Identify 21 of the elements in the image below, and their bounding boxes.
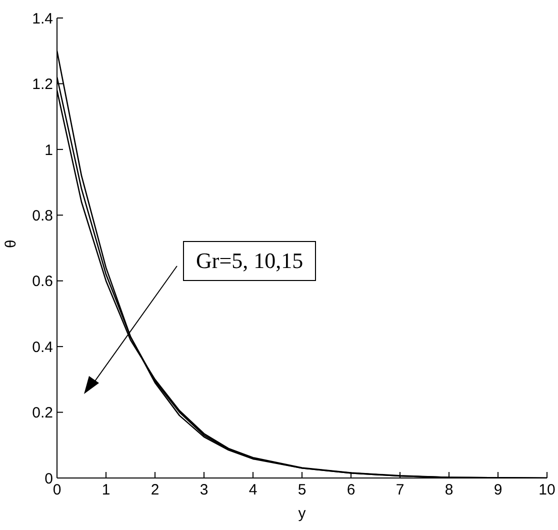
x-tick-label: 7 <box>396 482 404 499</box>
annotation: Gr=5, 10,15 <box>183 241 316 281</box>
x-tick-label: 1 <box>102 482 110 499</box>
x-tick-label: 5 <box>298 482 306 499</box>
x-tick-label: 10 <box>538 482 556 499</box>
x-tick-label: 4 <box>248 482 258 499</box>
y-tick-label: 0.6 <box>32 273 53 290</box>
y-tick-label: 0 <box>44 470 53 488</box>
y-tick-label: 1.2 <box>32 76 53 94</box>
x-tick-label: 9 <box>494 482 502 499</box>
x-tick-label: 2 <box>150 482 160 499</box>
x-axis-title: y <box>298 505 306 522</box>
y-tick-label: 0.2 <box>32 404 53 422</box>
y-tick-label: 1.4 <box>32 10 53 28</box>
y-axis-title: θ <box>2 240 20 248</box>
x-tick-label: 3 <box>200 482 208 499</box>
y-tick-label: 1 <box>44 142 53 159</box>
x-tick-label: 8 <box>444 482 454 499</box>
y-tick-label: 0.8 <box>32 207 53 224</box>
y-tick-label: 0.4 <box>32 338 53 356</box>
x-tick-label: 6 <box>346 482 356 499</box>
